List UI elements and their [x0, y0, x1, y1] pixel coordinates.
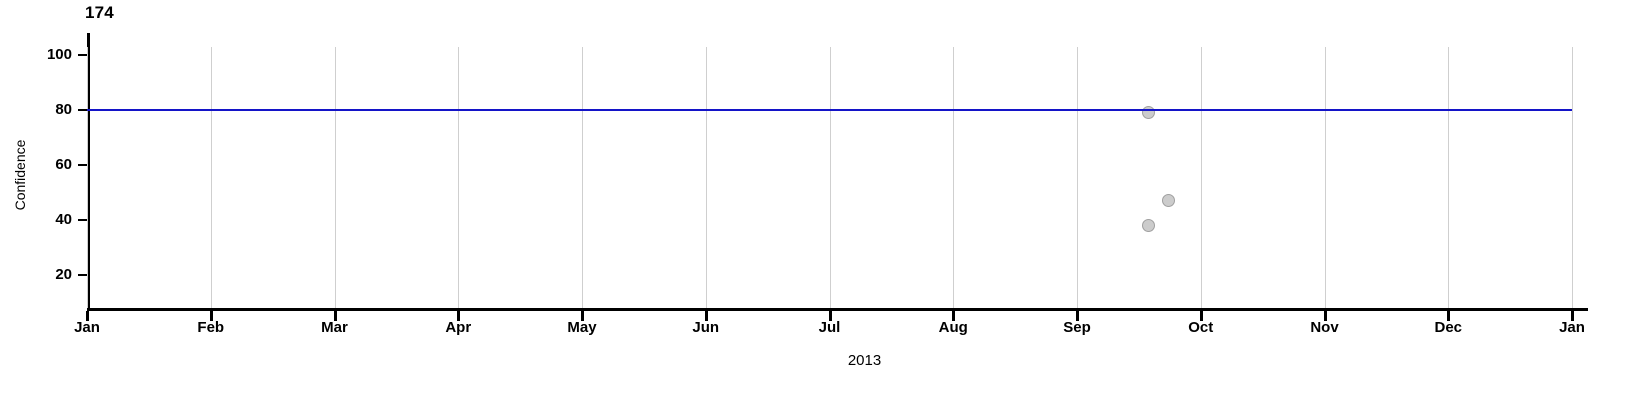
x-tick-label: Jan: [74, 319, 100, 336]
x-tick-mark: [1323, 311, 1327, 321]
y-tick-label: 80: [55, 101, 72, 118]
y-tick-label: 60: [55, 156, 72, 173]
gridline: [87, 47, 88, 308]
x-tick-label: Mar: [321, 319, 348, 336]
threshold-line: [87, 109, 1572, 111]
x-tick-label: Apr: [445, 319, 472, 336]
y-tick-label: 100: [46, 46, 72, 63]
x-tick-label: Aug: [938, 319, 968, 336]
x-tick-mark: [581, 311, 584, 321]
y-tick-mark: [78, 274, 88, 276]
x-tick-label: Nov: [1310, 319, 1339, 336]
x-tick-mark: [704, 311, 708, 321]
x-tick-mark: [1199, 311, 1203, 321]
x-tick-mark: [828, 311, 832, 321]
x-tick-mark: [1076, 311, 1079, 321]
x-tick-label: Jan: [1559, 319, 1585, 336]
x-tick-mark: [86, 311, 89, 321]
gridline: [210, 47, 212, 308]
x-tick-label: Sep: [1063, 319, 1091, 336]
gridline: [334, 47, 336, 308]
x-tick-mark: [333, 311, 337, 321]
x-tick-mark: [952, 311, 956, 321]
gridline: [1077, 47, 1078, 308]
gridline: [582, 47, 583, 308]
x-tick-label: Dec: [1434, 319, 1463, 336]
x-tick-mark: [1447, 311, 1451, 321]
gridline: [1200, 47, 1202, 308]
y-tick-mark: [78, 109, 88, 111]
y-tick-mark: [78, 219, 88, 221]
x-tick-label: May: [567, 319, 597, 336]
gridline: [1448, 47, 1450, 308]
x-tick-mark: [457, 311, 461, 321]
y-tick-mark: [78, 164, 88, 166]
gridline: [953, 47, 955, 308]
x-tick-label: Feb: [197, 319, 225, 336]
x-tick-mark: [1571, 311, 1574, 321]
y-tick-label: 20: [55, 266, 72, 283]
x-axis-title: 2013: [847, 352, 882, 369]
x-tick-label: Jun: [692, 319, 720, 336]
gridline: [829, 47, 831, 308]
y-tick-label: 40: [55, 211, 72, 228]
data-point[interactable]: [1141, 219, 1155, 232]
data-point[interactable]: [1161, 194, 1175, 208]
gridline: [705, 47, 707, 308]
gridline: [1572, 47, 1573, 308]
y-tick-mark: [78, 54, 88, 56]
y-axis-spine: [87, 33, 90, 311]
x-tick-label: Oct: [1188, 319, 1214, 336]
chart-title: 174: [85, 3, 114, 22]
gridline: [458, 47, 460, 308]
x-axis-spine: [87, 308, 1588, 311]
plot-area: [87, 33, 1587, 311]
x-tick-mark: [209, 311, 213, 321]
gridline: [1324, 47, 1326, 308]
x-tick-label: Jul: [818, 319, 841, 336]
